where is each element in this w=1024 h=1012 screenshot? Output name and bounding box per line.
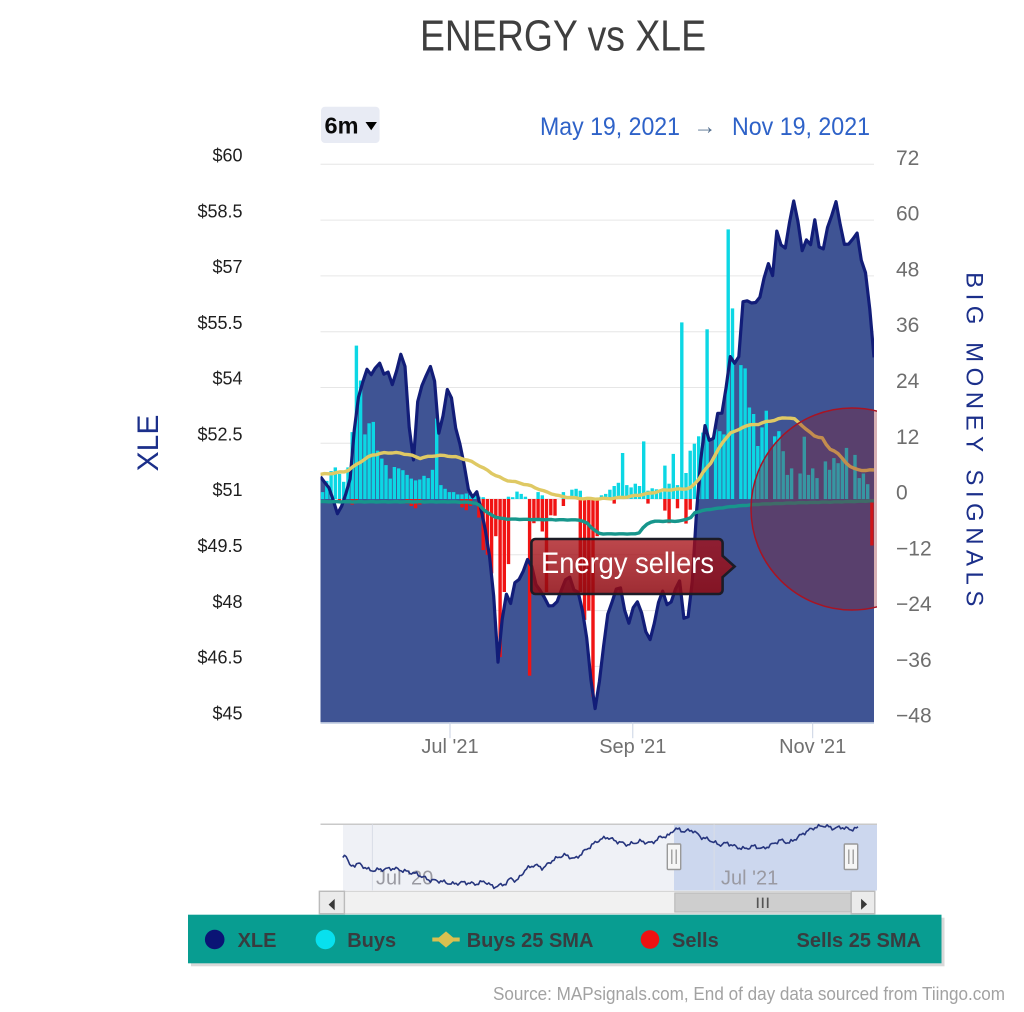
svg-text:$57: $57 bbox=[212, 257, 242, 277]
svg-text:72: 72 bbox=[896, 147, 919, 170]
svg-text:Nov 19, 2021: Nov 19, 2021 bbox=[732, 113, 870, 141]
svg-text:$49.5: $49.5 bbox=[197, 536, 242, 556]
svg-text:Buys: Buys bbox=[347, 930, 396, 952]
svg-text:$45: $45 bbox=[212, 703, 242, 723]
svg-text:−36: −36 bbox=[896, 649, 932, 672]
svg-text:Nov '21: Nov '21 bbox=[779, 736, 846, 758]
svg-text:$55.5: $55.5 bbox=[197, 313, 242, 333]
svg-text:XLE: XLE bbox=[238, 930, 277, 952]
svg-text:BIG MONEY SIGNALS: BIG MONEY SIGNALS bbox=[961, 272, 988, 612]
svg-text:Source: MAPsignals.com, End of: Source: MAPsignals.com, End of day data … bbox=[493, 983, 1005, 1004]
svg-text:ENERGY vs XLE: ENERGY vs XLE bbox=[420, 12, 706, 61]
svg-text:Jul '21: Jul '21 bbox=[721, 868, 778, 890]
svg-text:$58.5: $58.5 bbox=[197, 201, 242, 221]
svg-text:12: 12 bbox=[896, 426, 919, 449]
svg-text:−12: −12 bbox=[896, 537, 932, 560]
svg-text:Sells 25 SMA: Sells 25 SMA bbox=[796, 930, 921, 952]
svg-text:$46.5: $46.5 bbox=[197, 648, 242, 668]
svg-text:0: 0 bbox=[896, 482, 908, 505]
svg-text:$51: $51 bbox=[212, 480, 242, 500]
svg-text:Jul '21: Jul '21 bbox=[421, 736, 478, 758]
svg-text:24: 24 bbox=[896, 370, 920, 393]
svg-text:$52.5: $52.5 bbox=[197, 424, 242, 444]
svg-text:Sep '21: Sep '21 bbox=[599, 736, 666, 758]
svg-text:Buys 25 SMA: Buys 25 SMA bbox=[467, 930, 594, 952]
svg-text:XLE: XLE bbox=[132, 415, 165, 472]
svg-text:−24: −24 bbox=[896, 593, 932, 616]
svg-text:May 19, 2021: May 19, 2021 bbox=[540, 113, 680, 141]
svg-text:$48: $48 bbox=[212, 592, 242, 612]
svg-text:48: 48 bbox=[896, 258, 919, 281]
svg-text:$60: $60 bbox=[212, 146, 242, 166]
svg-text:→: → bbox=[694, 113, 717, 139]
svg-text:36: 36 bbox=[896, 314, 919, 337]
svg-text:Energy sellers: Energy sellers bbox=[541, 547, 714, 580]
svg-text:60: 60 bbox=[896, 203, 919, 226]
svg-text:$54: $54 bbox=[212, 369, 242, 389]
svg-text:Sells: Sells bbox=[672, 930, 719, 952]
svg-text:−48: −48 bbox=[896, 705, 932, 728]
svg-text:6m: 6m bbox=[325, 113, 359, 139]
svg-text:Jul '20: Jul '20 bbox=[376, 868, 433, 890]
